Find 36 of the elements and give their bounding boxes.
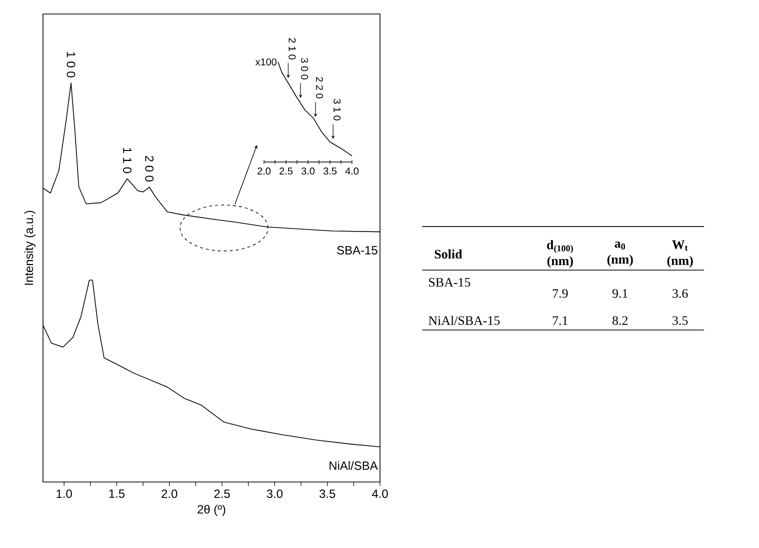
x-tick-label: 3.0 bbox=[266, 490, 283, 498]
x-tick-label: 2.0 bbox=[258, 168, 271, 175]
series-label: NiAl/SBA bbox=[330, 461, 378, 470]
x-tick-label: 2.5 bbox=[214, 490, 230, 498]
category-label: W$_{t}$ (nm) bbox=[667, 240, 693, 268]
annotation: 3 1 0 bbox=[334, 99, 341, 120]
text: 7.1 bbox=[552, 316, 568, 325]
category-label: NiAl/SBA-15 bbox=[428, 316, 500, 325]
annotation: 3 0 0 bbox=[301, 58, 308, 80]
x-axis-title: 2θ (º) bbox=[198, 504, 226, 516]
annotation: 1 1 0 bbox=[123, 148, 132, 174]
category-label: d$_{(100)}$ (nm) bbox=[547, 240, 573, 268]
annotation: 1 0 0 bbox=[66, 52, 76, 78]
x-tick-label: 2.5 bbox=[280, 168, 293, 175]
x-tick-label: 3.0 bbox=[301, 168, 315, 175]
x-tick-label: 1.5 bbox=[109, 490, 125, 498]
category-label: a$_{0}$ (nm) bbox=[607, 242, 633, 266]
y-axis-title: Intensity (a.u.) bbox=[24, 210, 36, 285]
annotation: 2 0 0 bbox=[145, 156, 154, 182]
x-tick-label: 1.0 bbox=[56, 490, 72, 498]
text: 3.5 bbox=[672, 316, 688, 325]
text: 7.9 bbox=[552, 289, 568, 298]
text: 8.2 bbox=[612, 316, 628, 325]
x-tick-label: 2.0 bbox=[162, 490, 178, 498]
category-label: Solid bbox=[434, 249, 462, 259]
x-tick-label: 3.5 bbox=[323, 168, 337, 175]
text: 9.1 bbox=[612, 289, 628, 298]
annotation: 2 1 0 bbox=[288, 38, 296, 60]
x-tick-label: 4.0 bbox=[372, 490, 388, 498]
annotation: x100 bbox=[255, 58, 276, 66]
x-tick-label: 3.5 bbox=[319, 490, 336, 498]
series-label: SBA-15 bbox=[337, 246, 378, 254]
annotation: 2 2 0 bbox=[316, 77, 324, 98]
x-tick-label: 4.0 bbox=[345, 168, 359, 175]
category-label: SBA-15 bbox=[429, 278, 470, 287]
text: 3.6 bbox=[672, 289, 688, 298]
